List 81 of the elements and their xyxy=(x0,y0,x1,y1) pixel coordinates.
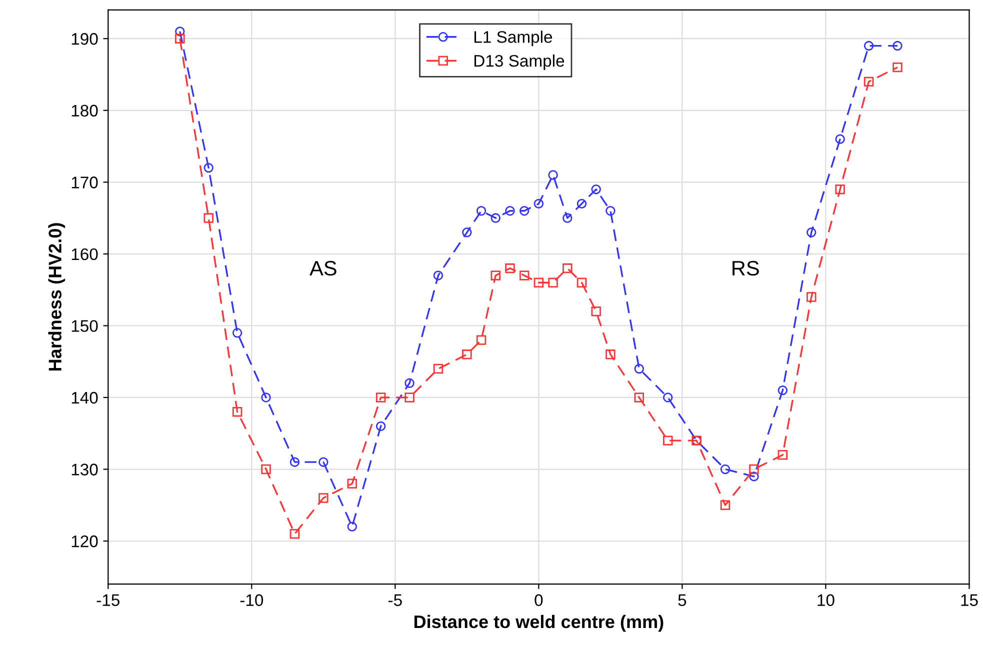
point xyxy=(749,472,759,482)
point xyxy=(835,134,845,144)
point xyxy=(892,62,902,72)
point xyxy=(505,206,515,216)
point xyxy=(892,40,902,51)
x-tick-label: -10 xyxy=(240,594,264,606)
point xyxy=(462,350,472,360)
point xyxy=(864,40,874,51)
point xyxy=(490,270,500,280)
point xyxy=(318,457,328,467)
x-tick-label: 0 xyxy=(534,594,543,606)
point xyxy=(232,328,242,338)
point xyxy=(290,457,300,467)
point xyxy=(290,528,300,539)
annotation: RS xyxy=(732,260,759,276)
point xyxy=(806,292,816,302)
point xyxy=(534,278,544,288)
legend-label: L1 Sample xyxy=(474,30,552,46)
point xyxy=(662,392,673,402)
point xyxy=(347,522,357,532)
y-tick-label: 150 xyxy=(72,320,98,332)
point xyxy=(634,364,644,374)
point xyxy=(591,306,601,316)
x-tick-label: 15 xyxy=(961,594,978,606)
point xyxy=(261,464,271,474)
point xyxy=(591,184,601,194)
y-tick-label: 120 xyxy=(72,535,98,548)
point xyxy=(806,228,816,238)
point xyxy=(505,263,515,274)
x-tick-label: 10 xyxy=(818,594,834,606)
point xyxy=(534,198,544,209)
point xyxy=(433,364,444,374)
point xyxy=(476,206,486,216)
point xyxy=(376,392,386,402)
y-tick-label: 180 xyxy=(72,104,98,117)
point xyxy=(490,213,500,223)
point xyxy=(519,206,530,216)
point xyxy=(576,198,587,209)
annotation: AS xyxy=(310,260,336,276)
point xyxy=(204,162,214,173)
x-tick-label: -5 xyxy=(388,594,402,606)
point xyxy=(720,464,730,474)
x-tick-label: -15 xyxy=(96,594,120,606)
point xyxy=(835,184,845,194)
point xyxy=(634,392,644,402)
point xyxy=(476,335,486,345)
point xyxy=(749,464,759,474)
y-tick-label: 160 xyxy=(72,248,98,260)
point xyxy=(562,213,572,223)
point xyxy=(462,228,472,238)
point xyxy=(548,170,558,180)
point xyxy=(519,270,530,280)
point xyxy=(404,392,414,402)
point xyxy=(433,270,444,280)
point xyxy=(318,493,328,503)
point xyxy=(778,450,788,460)
y-axis-title: Hardness (HV2.0) xyxy=(48,223,66,371)
point xyxy=(347,478,357,488)
point xyxy=(606,206,616,216)
y-tick-label: 170 xyxy=(72,176,98,188)
point xyxy=(175,34,185,44)
point xyxy=(662,436,673,446)
x-tick-label: 5 xyxy=(678,594,686,606)
point xyxy=(562,263,572,274)
legend-label: D13 Sample xyxy=(474,54,564,70)
point xyxy=(864,76,874,87)
point xyxy=(576,278,587,288)
x-axis-title: Distance to weld centre (mm) xyxy=(414,614,664,632)
point xyxy=(376,421,386,432)
y-tick-label: 140 xyxy=(72,392,98,404)
point xyxy=(261,392,271,402)
point xyxy=(232,406,242,417)
point xyxy=(720,500,730,510)
point xyxy=(204,213,214,223)
point xyxy=(606,350,616,360)
point xyxy=(175,26,185,36)
point xyxy=(548,278,558,288)
point xyxy=(404,378,414,388)
y-tick-label: 130 xyxy=(72,464,98,476)
y-tick-label: 190 xyxy=(72,33,98,45)
point xyxy=(778,385,788,396)
